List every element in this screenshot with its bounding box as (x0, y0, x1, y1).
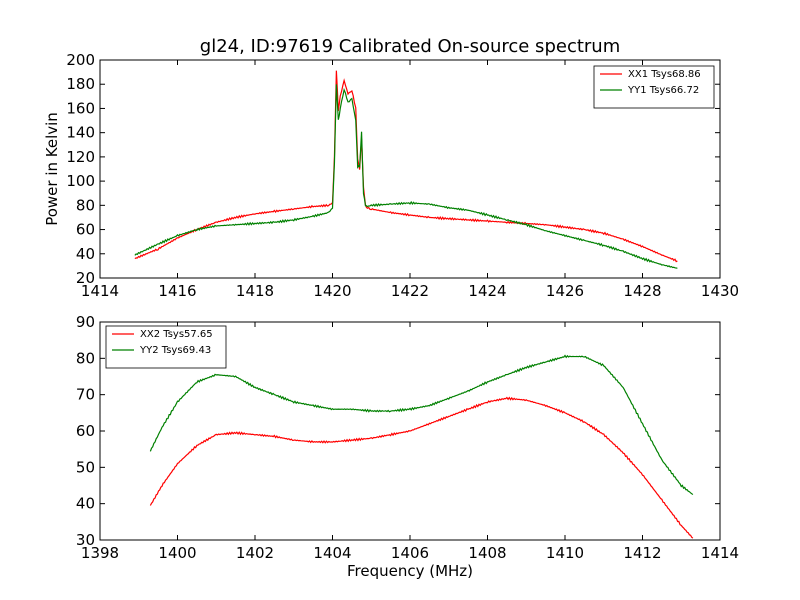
x-tick-label: 1428 (623, 282, 661, 300)
y-tick-label: 160 (66, 99, 95, 117)
x-tick-label: 1426 (546, 282, 584, 300)
series-line-yy2 (149, 354, 694, 496)
y-tick-label: 40 (76, 245, 95, 263)
y-tick-label: 140 (66, 124, 95, 142)
legend-entry: XX1 Tsys68.86 (628, 69, 701, 80)
series-line-xx2 (149, 396, 694, 539)
y-axis-label: Power in Kelvin (43, 112, 61, 226)
top-panel: 1414 1416 1418 1420 1422 1424 1426 1428 1430 20 40… (66, 51, 739, 300)
x-tick-label: 1404 (313, 544, 351, 562)
legend-box (105, 325, 227, 369)
y-tick-label: 180 (66, 75, 95, 93)
bottom-panel: 1398 1400 1402 1404 1406 1408 1410 1412 1414 30 40… (76, 313, 739, 562)
y-tick-label: 200 (66, 51, 95, 69)
x-tick-label: 1400 (158, 544, 196, 562)
y-tick-label: 20 (76, 269, 95, 287)
chart-title: gl24, ID:97619 Calibrated On-source spec… (200, 36, 620, 57)
legend-box (593, 65, 715, 109)
legend: XX1 Tsys68.86 YY1 Tsys66.72 (593, 65, 715, 109)
y-tick-label: 30 (76, 531, 95, 549)
x-tick-label: 1406 (391, 544, 429, 562)
y-tick-label: 60 (76, 422, 95, 440)
legend-entry: YY1 Tsys66.72 (627, 85, 699, 96)
y-tick-label: 70 (76, 386, 95, 404)
legend-entry: YY2 Tsys69.43 (139, 345, 211, 356)
y-tick-label: 60 (76, 221, 95, 239)
y-tick-label: 120 (66, 148, 95, 166)
y-tick-label: 80 (76, 349, 95, 367)
x-tick-label: 1398 (81, 544, 119, 562)
x-tick-label: 1424 (468, 282, 506, 300)
legend: XX2 Tsys57.65 YY2 Tsys69.43 (105, 325, 227, 369)
x-tick-label: 1430 (701, 282, 739, 300)
y-tick-label: 80 (76, 196, 95, 214)
x-tick-label: 1422 (391, 282, 429, 300)
series-line-yy1 (134, 84, 678, 269)
x-tick-label: 1416 (158, 282, 196, 300)
x-tick-label: 1408 (468, 544, 506, 562)
x-tick-label: 1414 (81, 282, 119, 300)
y-tick-label: 40 (76, 495, 95, 513)
x-tick-label: 1414 (701, 544, 739, 562)
x-tick-label: 1418 (236, 282, 274, 300)
x-tick-label: 1402 (236, 544, 274, 562)
legend-entry: XX2 Tsys57.65 (140, 329, 213, 340)
x-tick-label: 1412 (623, 544, 661, 562)
x-axis-label: Frequency (MHz) (347, 562, 473, 580)
y-tick-label: 50 (76, 458, 95, 476)
y-tick-label: 100 (66, 172, 95, 190)
series-line-xx1 (134, 70, 678, 263)
x-tick-label: 1410 (546, 544, 584, 562)
y-tick-label: 90 (76, 313, 95, 331)
x-tick-label: 1420 (313, 282, 351, 300)
